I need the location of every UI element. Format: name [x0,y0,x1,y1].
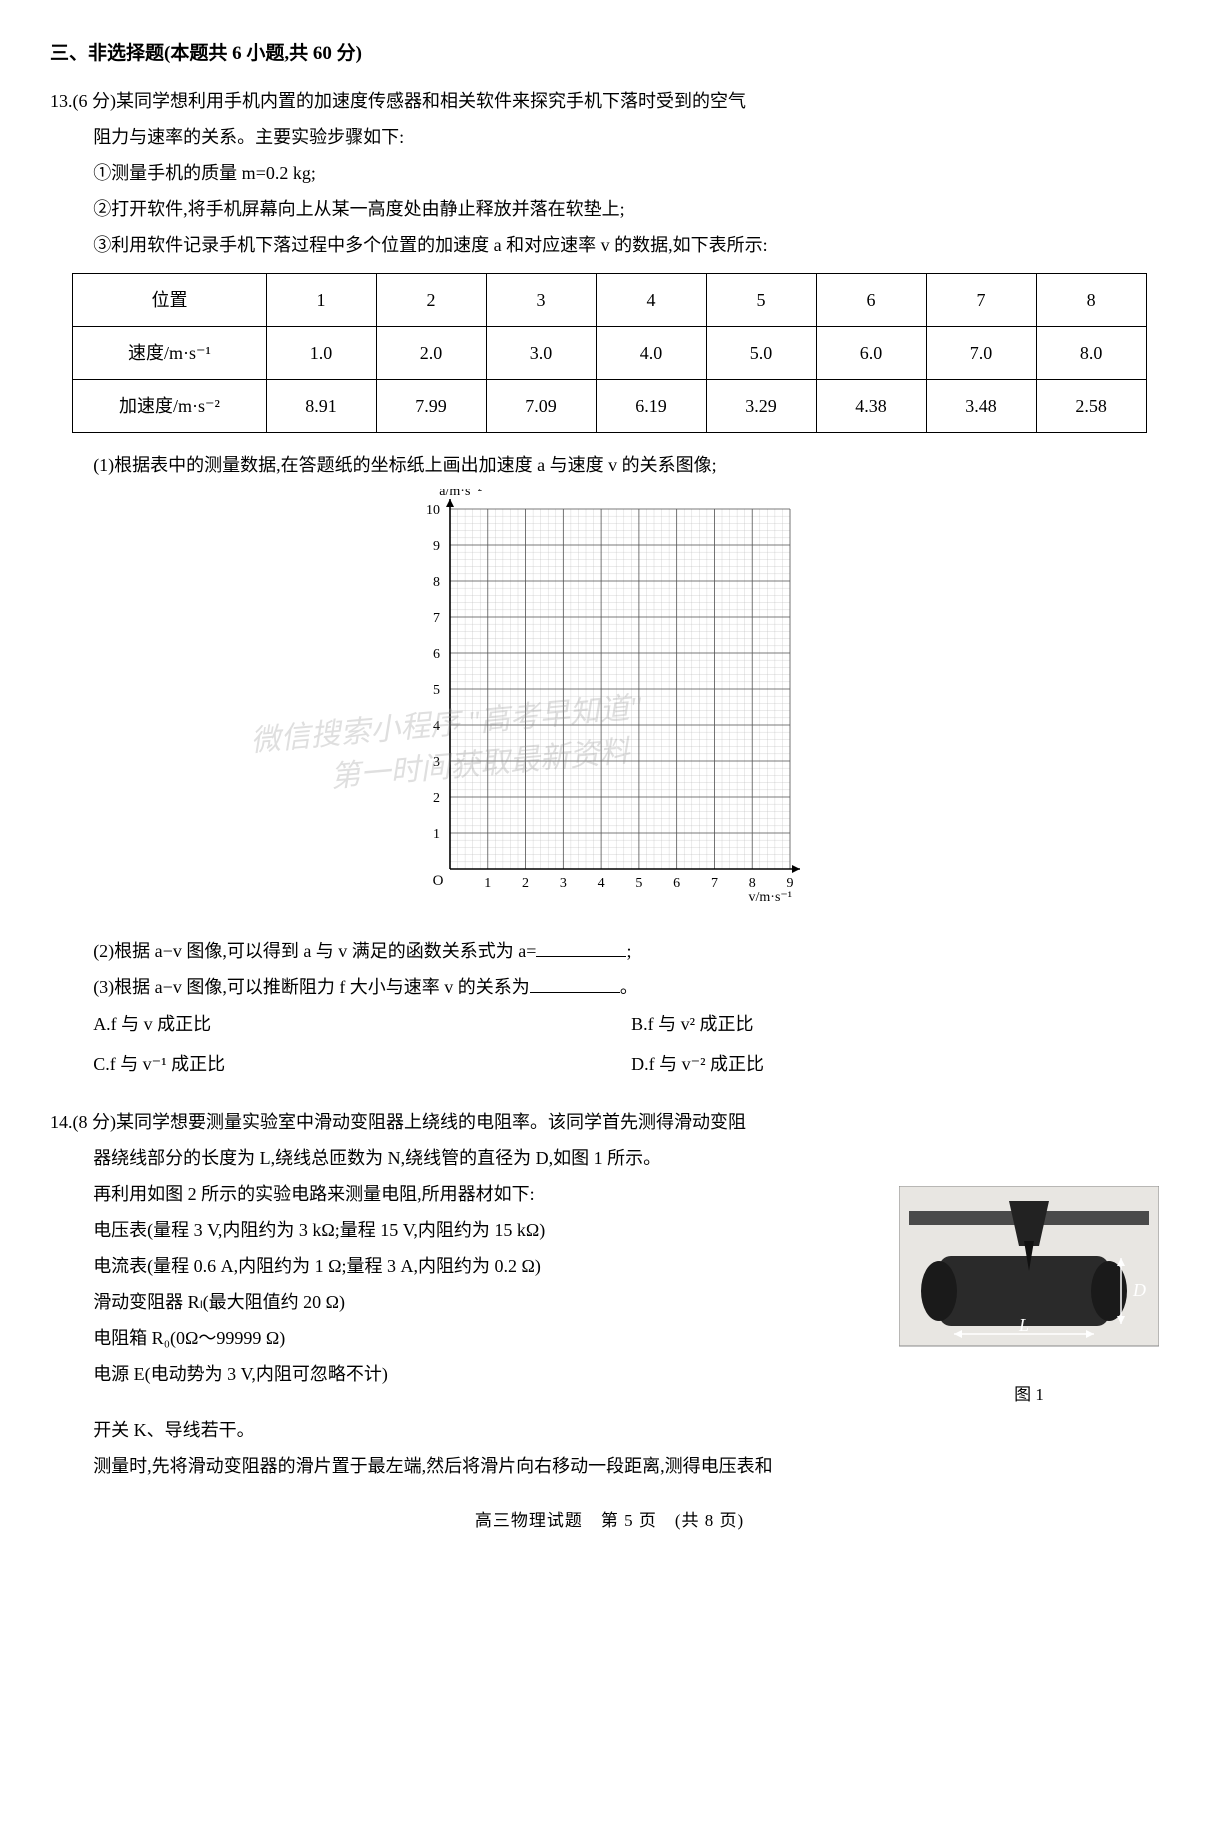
section-title: 三、非选择题(本题共 6 小题,共 60 分) [50,35,1169,73]
cell: 2.58 [1036,380,1146,433]
q13-intro1: 某同学想利用手机内置的加速度传感器和相关软件来探究手机下落时受到的空气 [116,91,746,111]
q13-sub3: (3)根据 a−v 图像,可以推断阻力 f 大小与速率 v 的关系为 。 [50,969,1169,1005]
svg-text:8: 8 [748,876,755,891]
svg-text:7: 7 [433,611,440,626]
q14-number: 14. [50,1112,73,1132]
q13-chart: 12345678912345678910Ov/m·s⁻¹a/m·s⁻² 微信搜索… [50,489,1169,921]
option-b: B.f 与 v² 成正比 [631,1005,1169,1045]
svg-text:2: 2 [433,791,440,806]
cell: 8.91 [266,380,376,433]
q14-points: (8 分) [73,1112,117,1132]
figure-1: L D 图 1 [889,1176,1169,1412]
q14-line3: 再利用如图 2 所示的实验电路来测量电阻,所用器材如下: [50,1176,877,1212]
q13-step1: ①测量手机的质量 m=0.2 kg; [50,155,1169,191]
q14-line10: 测量时,先将滑动变阻器的滑片置于最左端,然后将滑片向右移动一段距离,测得电压表和 [50,1448,1169,1484]
q13-sub2: (2)根据 a−v 图像,可以得到 a 与 v 满足的函数关系式为 a=; [50,933,1169,969]
svg-text:8: 8 [433,575,440,590]
svg-text:O: O [432,873,443,889]
q13-sub2b: ; [626,941,631,961]
figure-1-caption: 图 1 [889,1378,1169,1412]
header-7: 7 [926,274,1036,327]
figure-1-svg: L D [899,1186,1159,1366]
row2-label: 加速度/m·s⁻² [73,380,266,433]
cell: 3.48 [926,380,1036,433]
cell: 5.0 [706,327,816,380]
cell: 3.0 [486,327,596,380]
svg-text:1: 1 [484,876,491,891]
q13-sub3a: (3)根据 a−v 图像,可以推断阻力 f 大小与速率 v 的关系为 [93,977,530,997]
blank-answer-3 [530,974,620,993]
q14-line9: 开关 K、导线若干。 [50,1412,1169,1448]
q13-step3: ③利用软件记录手机下落过程中多个位置的加速度 a 和对应速率 v 的数据,如下表… [50,227,1169,263]
q14-line7: 电阻箱 R₀(0Ω～99999 Ω) [50,1320,877,1356]
option-a: A.f 与 v 成正比 [93,1005,631,1045]
fig-label-D: D [1132,1280,1146,1300]
q13-sub1: (1)根据表中的测量数据,在答题纸的坐标纸上画出加速度 a 与速度 v 的关系图… [50,447,1169,483]
svg-text:a/m·s⁻²: a/m·s⁻² [439,489,482,499]
q14-intro1: 某同学想要测量实验室中滑动变阻器上绕线的电阻率。该同学首先测得滑动变阻 [116,1112,746,1132]
page-footer: 高三物理试题 第 5 页 (共 8 页) [50,1504,1169,1538]
cell: 7.0 [926,327,1036,380]
cell: 8.0 [1036,327,1146,380]
q14-intro: 14.(8 分)某同学想要测量实验室中滑动变阻器上绕线的电阻率。该同学首先测得滑… [50,1104,1169,1140]
q14-line4: 电压表(量程 3 V,内阻约为 3 kΩ;量程 15 V,内阻约为 15 kΩ) [50,1212,877,1248]
header-1: 1 [266,274,376,327]
svg-text:5: 5 [433,683,440,698]
header-3: 3 [486,274,596,327]
q14-line6: 滑动变阻器 Rₗ(最大阻值约 20 Ω) [50,1284,877,1320]
cell: 1.0 [266,327,376,380]
cell: 2.0 [376,327,486,380]
svg-text:3: 3 [559,876,566,891]
q13-step2: ②打开软件,将手机屏幕向上从某一高度处由静止释放并落在软垫上; [50,191,1169,227]
svg-text:10: 10 [426,503,440,518]
header-position: 位置 [73,274,266,327]
header-8: 8 [1036,274,1146,327]
q13-sub2a: (2)根据 a−v 图像,可以得到 a 与 v 满足的函数关系式为 a= [93,941,536,961]
cell: 7.99 [376,380,486,433]
header-4: 4 [596,274,706,327]
grid-chart-svg: 1 2 3 4 5 6 7 8 9 1 2 3 4 5 6 7 8 9 10 Ov/m·s⁻¹ a/m·s⁻² [400,489,820,909]
q13-points: (6 分) [73,91,117,111]
q13-intro2: 阻力与速率的关系。主要实验步骤如下: [50,119,1169,155]
cell: 4.38 [816,380,926,433]
svg-text:3: 3 [433,755,440,770]
header-5: 5 [706,274,816,327]
cell: 6.0 [816,327,926,380]
option-c: C.f 与 v⁻¹ 成正比 [93,1045,631,1085]
svg-text:4: 4 [597,876,604,891]
question-13: 13.(6 分)某同学想利用手机内置的加速度传感器和相关软件来探究手机下落时受到… [50,83,1169,1084]
cell: 7.09 [486,380,596,433]
svg-text:6: 6 [433,647,440,662]
question-14: 14.(8 分)某同学想要测量实验室中滑动变阻器上绕线的电阻率。该同学首先测得滑… [50,1104,1169,1484]
svg-text:2: 2 [522,876,529,891]
table-row: 加速度/m·s⁻² 8.91 7.99 7.09 6.19 3.29 4.38 … [73,380,1146,433]
header-6: 6 [816,274,926,327]
q13-data-table: 位置 1 2 3 4 5 6 7 8 速度/m·s⁻¹ 1.0 2.0 3.0 … [72,273,1146,433]
q13-number: 13. [50,91,73,111]
q14-intro2: 器绕线部分的长度为 L,绕线总匝数为 N,绕线管的直径为 D,如图 1 所示。 [50,1140,1169,1176]
svg-text:7: 7 [710,876,717,891]
svg-text:4: 4 [433,719,440,734]
table-row: 速度/m·s⁻¹ 1.0 2.0 3.0 4.0 5.0 6.0 7.0 8.0 [73,327,1146,380]
q13-intro: 13.(6 分)某同学想利用手机内置的加速度传感器和相关软件来探究手机下落时受到… [50,83,1169,119]
header-2: 2 [376,274,486,327]
svg-text:1: 1 [433,827,440,842]
q14-line5: 电流表(量程 0.6 A,内阻约为 1 Ω;量程 3 A,内阻约为 0.2 Ω) [50,1248,877,1284]
table-row: 位置 1 2 3 4 5 6 7 8 [73,274,1146,327]
svg-text:6: 6 [673,876,680,891]
q13-options: A.f 与 v 成正比 B.f 与 v² 成正比 C.f 与 v⁻¹ 成正比 D… [50,1005,1169,1084]
svg-text:9: 9 [786,876,793,891]
option-d: D.f 与 v⁻² 成正比 [631,1045,1169,1085]
cell: 4.0 [596,327,706,380]
q14-line8: 电源 E(电动势为 3 V,内阻可忽略不计) [50,1356,877,1392]
cell: 6.19 [596,380,706,433]
svg-text:v/m·s⁻¹: v/m·s⁻¹ [748,890,791,905]
blank-answer-2 [536,938,626,957]
svg-text:9: 9 [433,539,440,554]
cell: 3.29 [706,380,816,433]
fig-label-L: L [1018,1315,1029,1335]
q13-sub3b: 。 [620,977,638,997]
svg-text:5: 5 [635,876,642,891]
row1-label: 速度/m·s⁻¹ [73,327,266,380]
